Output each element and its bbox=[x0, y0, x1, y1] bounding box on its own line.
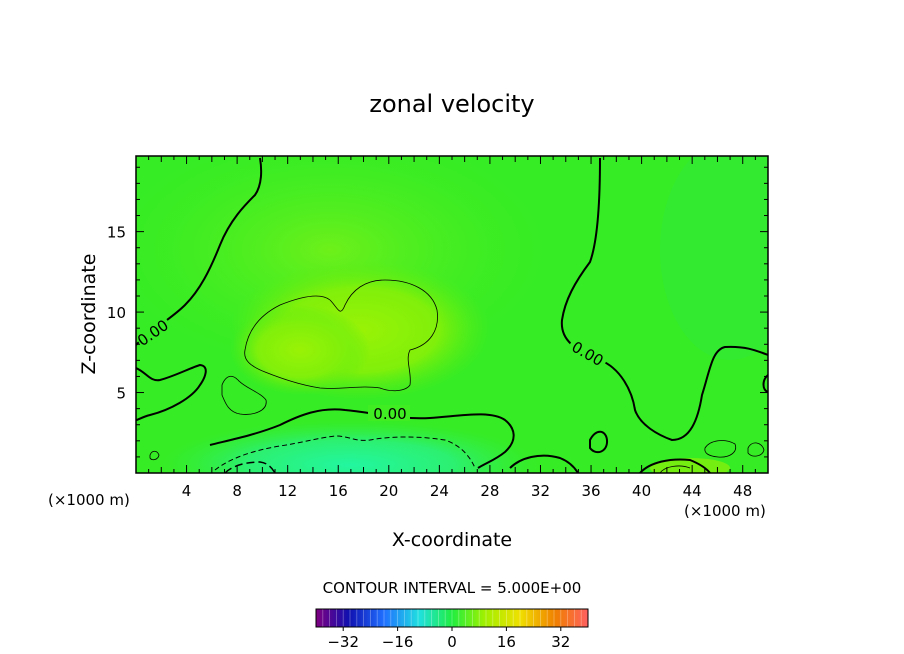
negative-contour-outer bbox=[214, 435, 476, 471]
zero-contour-right bbox=[560, 157, 768, 442]
x-tick-label: 44 bbox=[683, 482, 702, 500]
zero-contour-lower-left bbox=[136, 363, 207, 421]
y-tick-label: 10 bbox=[107, 304, 126, 322]
x-axis-unit-right: (×1000 m) bbox=[684, 502, 766, 520]
field-right-green bbox=[660, 156, 768, 360]
x-tick-label: 16 bbox=[329, 482, 348, 500]
positive-contour-bl bbox=[149, 450, 160, 461]
x-tick-label: 28 bbox=[480, 482, 499, 500]
contour-label-bg-2 bbox=[368, 405, 410, 421]
zero-contour-small-loop bbox=[589, 430, 609, 454]
y-tick-label: 15 bbox=[107, 224, 126, 242]
plot-area: 0.00 0.00 0.00 bbox=[136, 156, 768, 473]
y-tick-label: 5 bbox=[116, 385, 126, 403]
contour-interval-text: CONTOUR INTERVAL = 5.000E+00 bbox=[323, 579, 582, 597]
x-tick-label: 32 bbox=[531, 482, 550, 500]
positive-contour-central bbox=[244, 279, 438, 392]
y-axis-ticks: 5 10 15 bbox=[107, 166, 768, 458]
field-bottom-right-positive bbox=[650, 458, 730, 473]
x-tick-label: 20 bbox=[379, 482, 398, 500]
colorbar-tick-label: 32 bbox=[551, 633, 570, 651]
colorbar-gradient bbox=[316, 609, 588, 627]
x-axis-unit-left: (×1000 m) bbox=[48, 491, 130, 509]
x-tick-label: 4 bbox=[182, 482, 192, 500]
contour-labels: 0.00 0.00 0.00 bbox=[136, 314, 610, 423]
x-axis-label: X-coordinate bbox=[392, 529, 512, 551]
colorbar-tick-label: −32 bbox=[327, 633, 359, 651]
contour-label-bg-1 bbox=[136, 314, 174, 351]
colorbar-tick-label: −16 bbox=[382, 633, 414, 651]
negative-contours bbox=[214, 435, 476, 473]
x-tick-label: 24 bbox=[430, 482, 449, 500]
positive-contour-bottom-strip bbox=[659, 465, 691, 473]
colorbar-ticks: −32 −16 0 16 32 bbox=[327, 627, 570, 651]
positive-contour-br-1 bbox=[704, 440, 737, 458]
zero-contour-middle bbox=[209, 408, 515, 469]
field-positive-lobe bbox=[230, 305, 370, 395]
colorbar-tick-label: 0 bbox=[447, 633, 457, 651]
negative-contour-inner bbox=[224, 461, 276, 473]
x-axis-ticks: 4 8 12 16 20 24 28 32 36 40 44 48 bbox=[148, 156, 756, 500]
y-axis-label: Z-coordinate bbox=[78, 254, 100, 375]
positive-contour-br-2 bbox=[747, 442, 765, 457]
contour-label-bg-3 bbox=[566, 336, 610, 370]
positive-contours bbox=[149, 279, 765, 473]
colorbar-tick-label: 16 bbox=[497, 633, 516, 651]
zero-contour-bottom-right bbox=[639, 458, 711, 473]
contour-label-2: 0.00 bbox=[373, 405, 406, 423]
zero-contour-bottom-middle bbox=[509, 454, 579, 473]
colorbar: −32 −16 0 16 32 bbox=[315, 608, 589, 651]
x-tick-label: 8 bbox=[232, 482, 242, 500]
zero-contour-upper-left bbox=[136, 157, 263, 346]
colorbar-stripes bbox=[322, 609, 582, 627]
x-tick-label: 12 bbox=[278, 482, 297, 500]
chart-title: zonal velocity bbox=[369, 90, 534, 118]
x-tick-label: 40 bbox=[632, 482, 651, 500]
positive-contour-left bbox=[221, 375, 267, 415]
x-tick-label: 48 bbox=[733, 482, 752, 500]
x-tick-label: 36 bbox=[581, 482, 600, 500]
